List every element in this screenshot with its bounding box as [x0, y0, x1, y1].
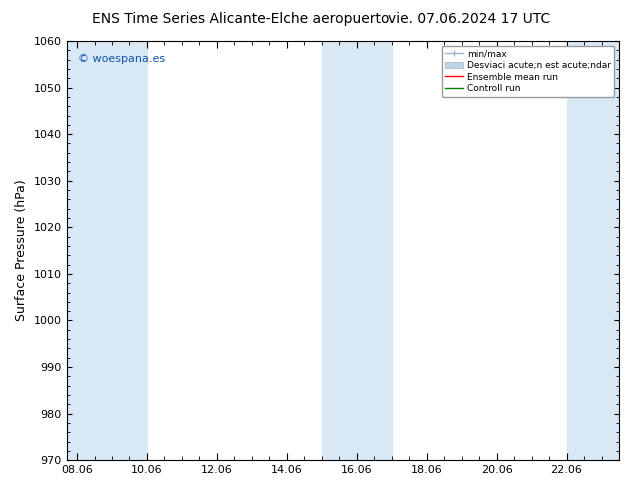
Bar [322, 41, 392, 460]
Text: vie. 07.06.2024 17 UTC: vie. 07.06.2024 17 UTC [388, 12, 550, 26]
Legend: min/max, Desviaci acute;n est acute;ndar, Ensemble mean run, Controll run: min/max, Desviaci acute;n est acute;ndar… [442, 46, 614, 97]
Bar [67, 41, 147, 460]
Text: © woespana.es: © woespana.es [77, 53, 165, 64]
Bar [567, 41, 619, 460]
Y-axis label: Surface Pressure (hPa): Surface Pressure (hPa) [15, 180, 28, 321]
Text: ENS Time Series Alicante-Elche aeropuerto: ENS Time Series Alicante-Elche aeropuert… [92, 12, 390, 26]
